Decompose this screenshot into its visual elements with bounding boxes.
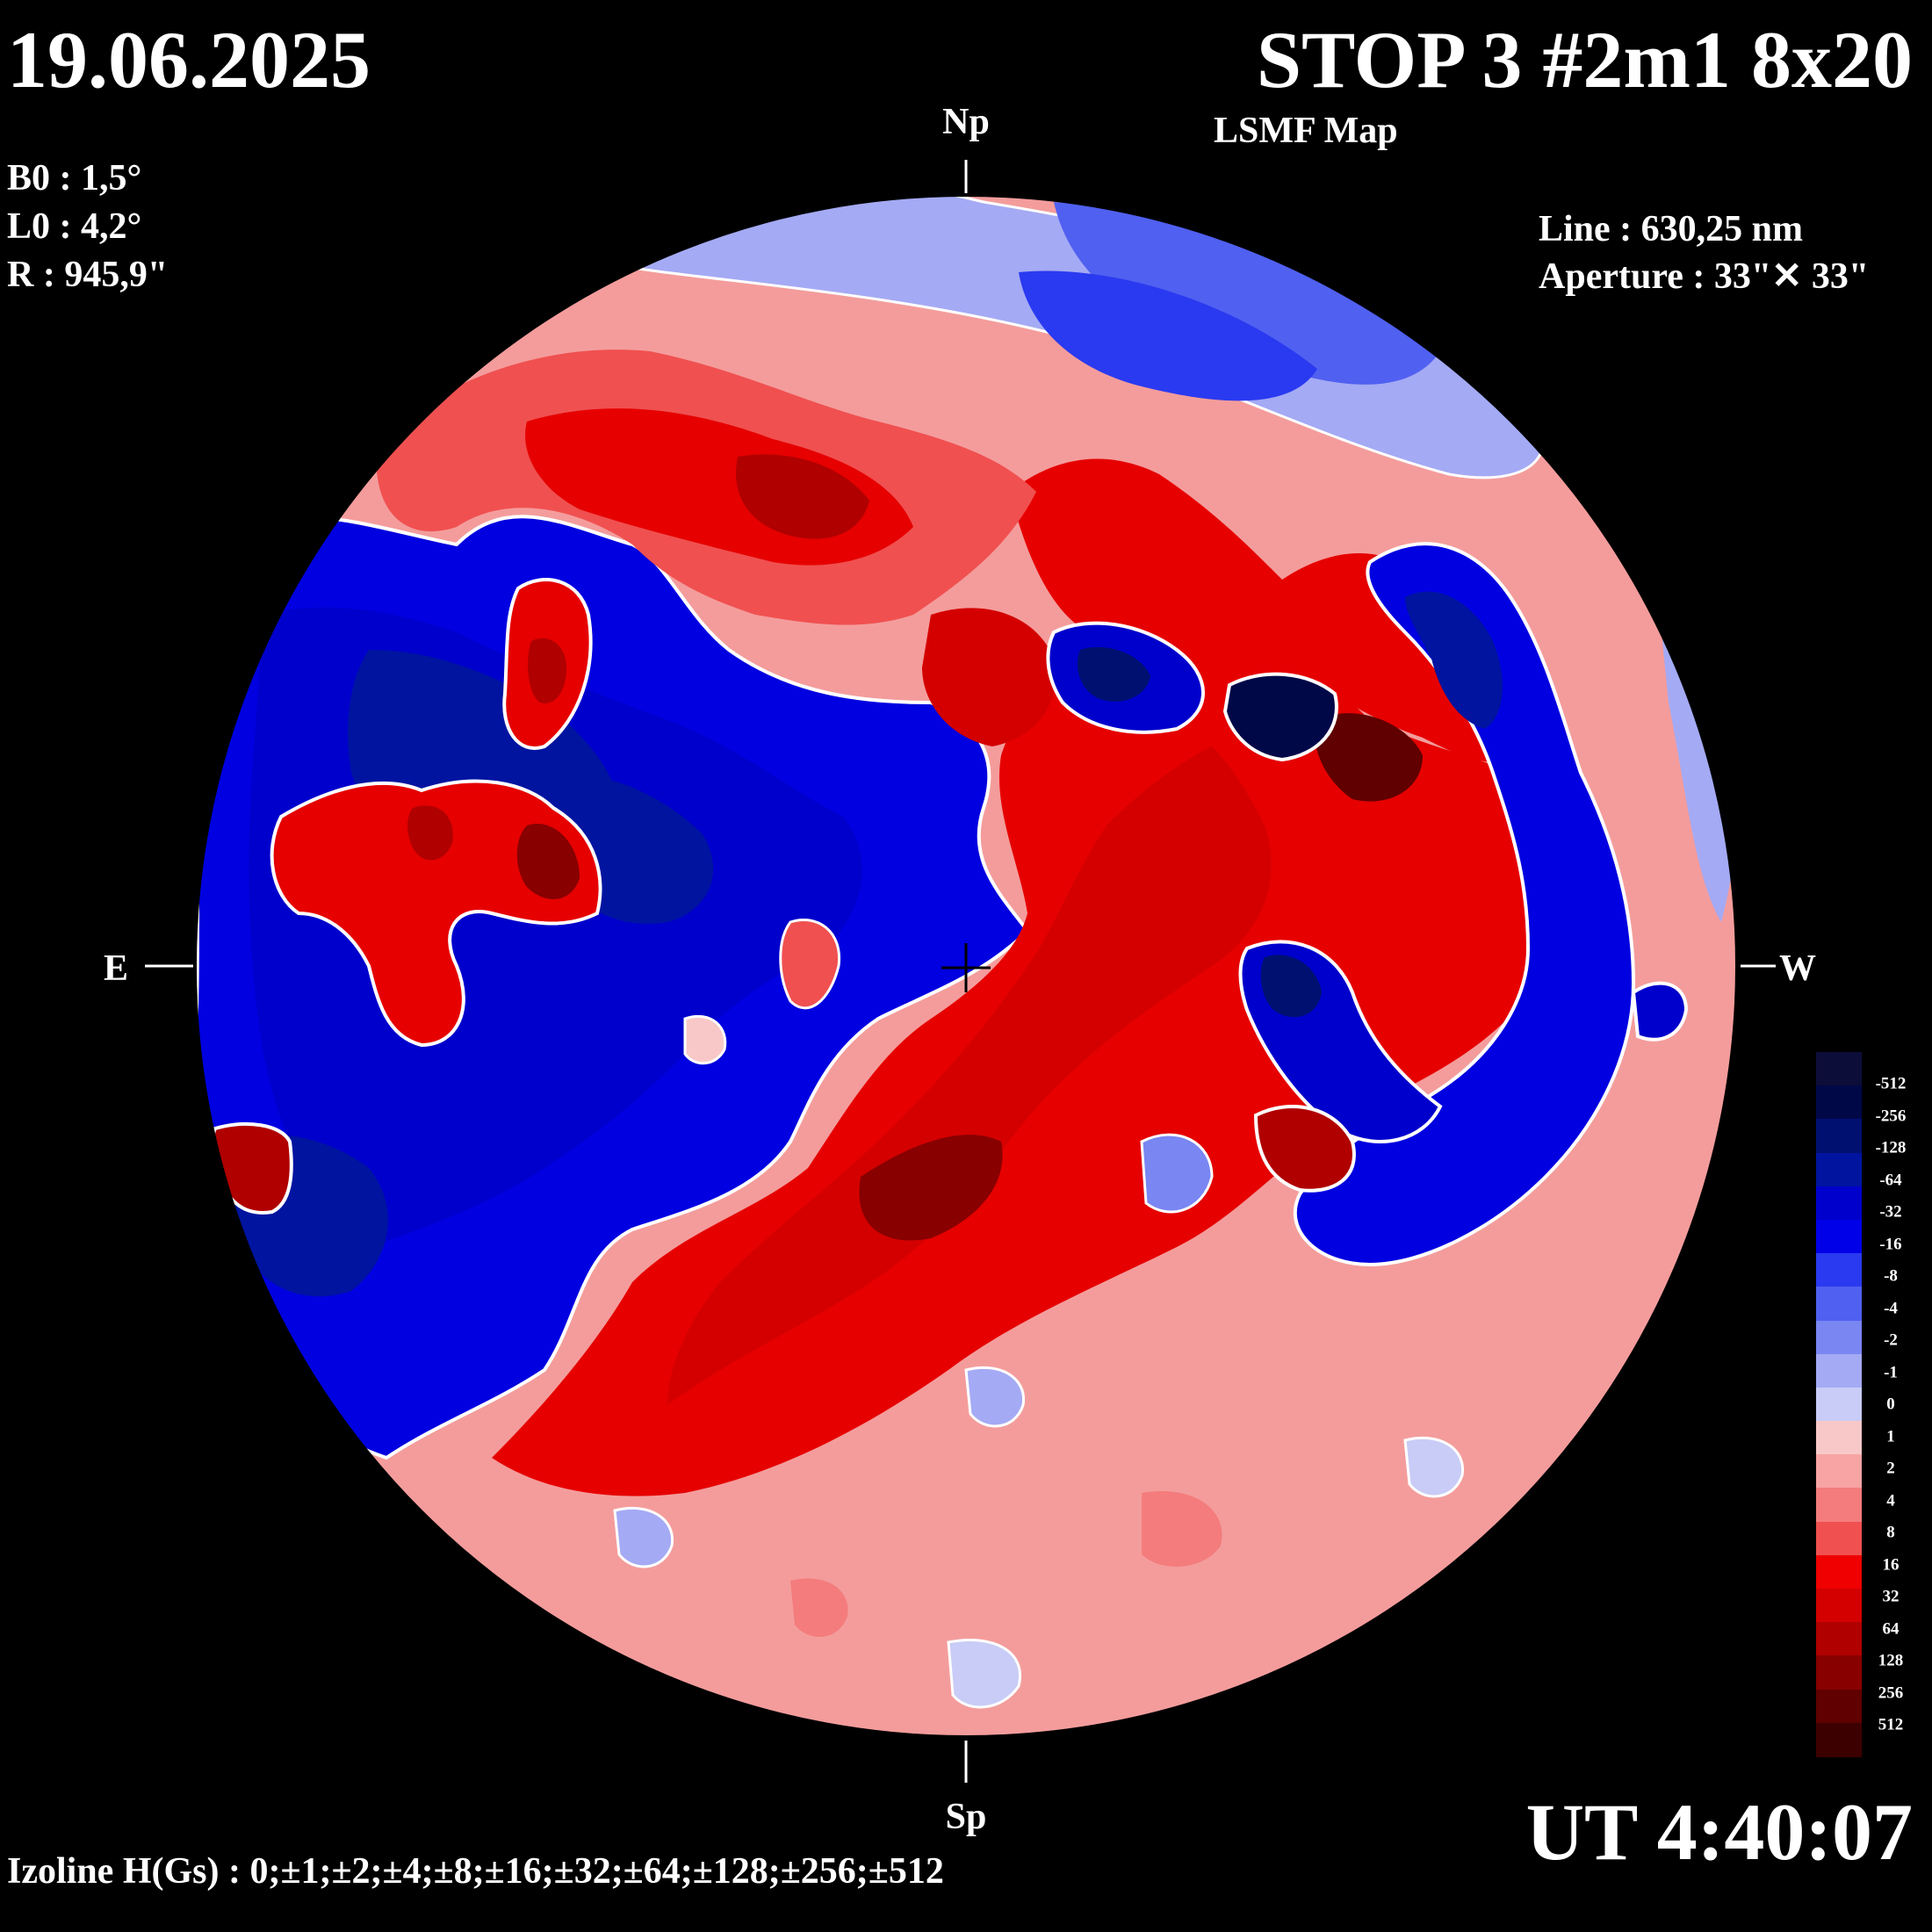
legend-label: 2 [1886,1459,1895,1478]
legend-swatch [1816,1421,1862,1456]
legend-swatch [1816,1722,1862,1757]
legend-label: -32 [1879,1202,1902,1222]
legend-swatch [1816,1589,1862,1624]
legend-swatch [1816,1152,1862,1187]
legend-label: 16 [1882,1555,1900,1574]
legend-swatch [1816,1521,1862,1556]
south-pole-label: Sp [945,1797,987,1837]
north-pole-label: Np [942,102,990,142]
legend-label: 512 [1878,1715,1904,1734]
legend-swatch [1816,1052,1862,1087]
legend-label: -8 [1884,1266,1898,1286]
legend-swatch [1816,1387,1862,1423]
map-subtitle: LSMF Map [1214,111,1398,151]
legend-swatch [1816,1655,1862,1690]
legend-label: -64 [1879,1171,1902,1189]
legend-swatch [1816,1186,1862,1221]
map-title: STOP 3 #2m1 8x20 [1256,15,1913,105]
legend-swatch [1816,1119,1862,1154]
legend-swatch [1816,1253,1862,1288]
legend-swatch [1816,1287,1862,1322]
legend-swatch [1816,1085,1862,1121]
west-label: W [1779,948,1816,989]
east-label: E [104,948,129,989]
legend-label: -4 [1884,1299,1898,1317]
legend-swatch [1816,1689,1862,1724]
legend-label: 8 [1886,1523,1895,1542]
ut-time-label: UT 4:40:07 [1525,1787,1913,1877]
legend-label: 128 [1878,1651,1904,1670]
color-scale-legend [1816,1052,1862,1757]
legend-label: 4 [1886,1491,1895,1510]
legend-swatch [1816,1554,1862,1590]
legend-swatch [1816,1353,1862,1388]
legend-swatch [1816,1219,1862,1255]
izoline-levels-label: Izoline H(Gs) : 0;±1;±2;±4;±8;±16;±32;±6… [7,1851,944,1892]
date-label: 19.06.2025 [7,15,371,105]
legend-label: -2 [1884,1330,1898,1350]
legend-label: 1 [1886,1427,1895,1445]
legend-swatch [1816,1622,1862,1657]
legend-swatch [1816,1454,1862,1489]
center-crosshair-icon [941,943,991,992]
legend-label: -16 [1879,1235,1902,1253]
field-regions [196,196,1736,1709]
legend-label: 64 [1882,1619,1900,1638]
aperture-label: Aperture : 33"✕ 33" [1539,256,1870,297]
spectral-line-label: Line : 630,25 nm [1539,209,1804,249]
radius-parameter: R : 945,9" [7,255,169,295]
legend-label: -128 [1875,1138,1907,1157]
legend-label: 32 [1882,1587,1900,1606]
legend-label: -256 [1875,1107,1907,1125]
legend-swatch [1816,1488,1862,1523]
l0-parameter: L0 : 4,2° [7,206,142,247]
b0-parameter: B0 : 1,5° [7,158,142,198]
legend-label: 0 [1886,1395,1895,1414]
legend-swatch [1816,1320,1862,1355]
legend-label: -512 [1875,1074,1907,1093]
disc-limb [195,195,1737,1737]
legend-label: -1 [1884,1363,1898,1381]
legend-label: 256 [1878,1683,1904,1702]
